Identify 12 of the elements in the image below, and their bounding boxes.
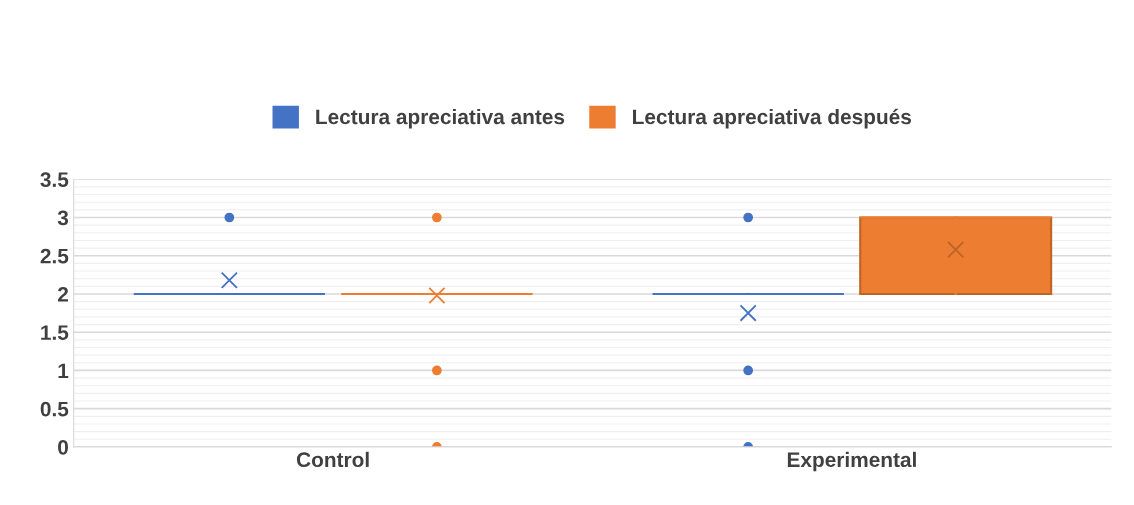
y-tick-label: 0 — [58, 439, 68, 455]
x-tick-label: Control — [296, 451, 369, 468]
y-tick-label: 0.5 — [40, 401, 69, 417]
y-tick-label: 3.5 — [40, 172, 69, 188]
legend-label: Lectura apreciativa antes — [316, 108, 565, 129]
legend-label: Lectura apreciativa después — [633, 108, 911, 129]
x-tick-label: Experimental — [787, 451, 916, 472]
y-tick-label: 1 — [58, 363, 69, 378]
y-tick-label: 1.5 — [41, 325, 69, 340]
y-tick-label: 3 — [57, 210, 69, 226]
y-tick-label: 2 — [57, 286, 69, 302]
y-tick-label: 2.5 — [40, 248, 69, 264]
